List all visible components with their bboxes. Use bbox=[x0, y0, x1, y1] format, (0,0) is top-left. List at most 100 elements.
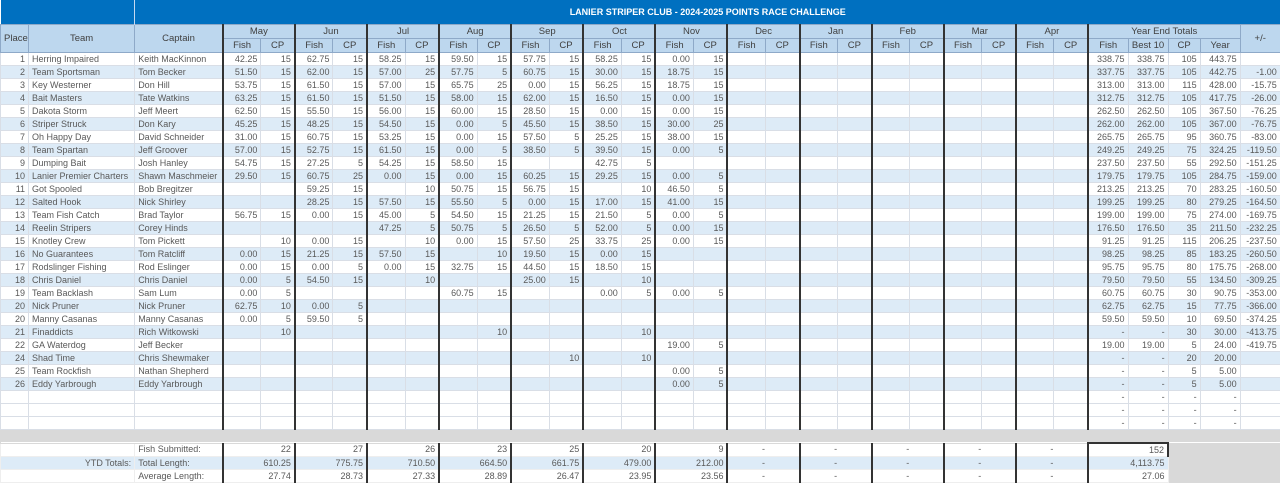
cp-cell[interactable]: 15 bbox=[333, 131, 367, 144]
cp-cell[interactable] bbox=[477, 365, 511, 378]
fish-cell[interactable]: 58.50 bbox=[439, 157, 477, 170]
empty-cell[interactable] bbox=[367, 404, 405, 417]
fish-cell[interactable] bbox=[800, 378, 838, 391]
fish-cell[interactable]: 26.50 bbox=[511, 222, 549, 235]
fish-cell[interactable] bbox=[944, 170, 982, 183]
empty-cell[interactable] bbox=[405, 404, 439, 417]
cp-cell[interactable] bbox=[405, 339, 439, 352]
captain-cell[interactable]: Jeff Becker bbox=[135, 339, 223, 352]
fish-cell[interactable] bbox=[800, 66, 838, 79]
cp-cell[interactable]: 15 bbox=[261, 79, 295, 92]
fish-cell[interactable] bbox=[511, 157, 549, 170]
cp-cell[interactable] bbox=[910, 300, 944, 313]
empty-total-cell[interactable]: - bbox=[1128, 404, 1168, 417]
cp-cell[interactable]: 15 bbox=[621, 196, 655, 209]
team-cell[interactable]: Rodslinger Fishing bbox=[29, 261, 135, 274]
cp-cell[interactable]: 15 bbox=[261, 144, 295, 157]
cp-cell[interactable] bbox=[1054, 378, 1088, 391]
cp-cell[interactable] bbox=[766, 352, 800, 365]
fish-cell[interactable] bbox=[439, 365, 477, 378]
cp-cell[interactable] bbox=[1054, 92, 1088, 105]
cp-cell[interactable]: 15 bbox=[333, 144, 367, 157]
fish-cell[interactable] bbox=[295, 352, 333, 365]
empty-cell[interactable] bbox=[439, 417, 477, 430]
cp-cell[interactable] bbox=[766, 92, 800, 105]
cp-cell[interactable] bbox=[910, 261, 944, 274]
fish-cell[interactable] bbox=[800, 261, 838, 274]
fish-cell[interactable] bbox=[944, 131, 982, 144]
cp-cell[interactable]: 25 bbox=[477, 79, 511, 92]
total-cp-cell[interactable]: 95 bbox=[1168, 131, 1200, 144]
year-cell[interactable]: 367.00 bbox=[1200, 118, 1240, 131]
cp-cell[interactable]: 10 bbox=[405, 183, 439, 196]
fish-cell[interactable]: 53.75 bbox=[223, 79, 261, 92]
cp-cell[interactable]: 15 bbox=[333, 118, 367, 131]
fish-cell[interactable] bbox=[727, 248, 765, 261]
cp-cell[interactable]: 15 bbox=[477, 92, 511, 105]
total-cp-cell[interactable]: 55 bbox=[1168, 157, 1200, 170]
fish-cell[interactable] bbox=[872, 92, 910, 105]
diff-cell[interactable]: -419.75 bbox=[1240, 339, 1280, 352]
year-cell[interactable]: 292.50 bbox=[1200, 157, 1240, 170]
fish-cell[interactable]: 58.00 bbox=[439, 92, 477, 105]
place-cell[interactable]: 5 bbox=[1, 105, 29, 118]
fish-cell[interactable] bbox=[583, 378, 621, 391]
cp-cell[interactable] bbox=[838, 105, 872, 118]
cp-cell[interactable]: 15 bbox=[261, 170, 295, 183]
cp-cell[interactable]: 5 bbox=[549, 144, 583, 157]
fish-cell[interactable] bbox=[727, 365, 765, 378]
cp-cell[interactable]: 15 bbox=[405, 118, 439, 131]
cp-cell[interactable] bbox=[910, 287, 944, 300]
cp-cell[interactable]: 15 bbox=[477, 53, 511, 66]
header-captain[interactable]: Captain bbox=[135, 25, 223, 53]
cp-cell[interactable] bbox=[261, 378, 295, 391]
empty-cell[interactable] bbox=[333, 417, 367, 430]
total-fish-cell[interactable]: - bbox=[1088, 378, 1128, 391]
team-cell[interactable]: Got Spooled bbox=[29, 183, 135, 196]
fish-cell[interactable] bbox=[295, 339, 333, 352]
empty-cell[interactable] bbox=[477, 417, 511, 430]
cp-cell[interactable]: 5 bbox=[333, 300, 367, 313]
cp-cell[interactable]: 15 bbox=[693, 222, 727, 235]
diff-cell[interactable]: -268.00 bbox=[1240, 261, 1280, 274]
year-cell[interactable]: 24.00 bbox=[1200, 339, 1240, 352]
fish-cell[interactable]: 60.75 bbox=[295, 131, 333, 144]
fish-cell[interactable]: 59.50 bbox=[439, 53, 477, 66]
cp-cell[interactable] bbox=[549, 326, 583, 339]
year-cell[interactable]: 183.25 bbox=[1200, 248, 1240, 261]
cp-cell[interactable]: 15 bbox=[477, 157, 511, 170]
fish-cell[interactable] bbox=[944, 209, 982, 222]
cp-cell[interactable]: 15 bbox=[621, 92, 655, 105]
best10-cell[interactable]: - bbox=[1128, 378, 1168, 391]
cp-cell[interactable] bbox=[838, 209, 872, 222]
cp-cell[interactable]: 5 bbox=[693, 287, 727, 300]
fish-cell[interactable] bbox=[727, 378, 765, 391]
cp-cell[interactable] bbox=[405, 287, 439, 300]
empty-cell[interactable] bbox=[944, 391, 982, 404]
header-month-oct[interactable]: Oct bbox=[583, 25, 655, 39]
cp-cell[interactable] bbox=[1054, 313, 1088, 326]
year-cell[interactable]: 69.50 bbox=[1200, 313, 1240, 326]
fish-cell[interactable]: 18.75 bbox=[655, 66, 693, 79]
cp-cell[interactable] bbox=[982, 66, 1016, 79]
fish-cell[interactable] bbox=[655, 157, 693, 170]
best10-cell[interactable]: 60.75 bbox=[1128, 287, 1168, 300]
empty-cell[interactable] bbox=[1016, 404, 1054, 417]
empty-cell[interactable] bbox=[910, 391, 944, 404]
empty-cell[interactable] bbox=[511, 391, 549, 404]
place-cell[interactable]: 22 bbox=[1, 339, 29, 352]
empty-cell[interactable] bbox=[727, 417, 765, 430]
header-team[interactable]: Team bbox=[29, 25, 135, 53]
team-cell[interactable]: Key Westerner bbox=[29, 79, 135, 92]
cp-cell[interactable] bbox=[910, 170, 944, 183]
total-fish-cell[interactable]: 237.50 bbox=[1088, 157, 1128, 170]
cp-cell[interactable] bbox=[910, 131, 944, 144]
fish-cell[interactable]: 0.00 bbox=[655, 209, 693, 222]
cp-cell[interactable] bbox=[1054, 105, 1088, 118]
fish-cell[interactable]: 56.25 bbox=[583, 79, 621, 92]
fish-cell[interactable] bbox=[872, 66, 910, 79]
cp-cell[interactable] bbox=[838, 196, 872, 209]
